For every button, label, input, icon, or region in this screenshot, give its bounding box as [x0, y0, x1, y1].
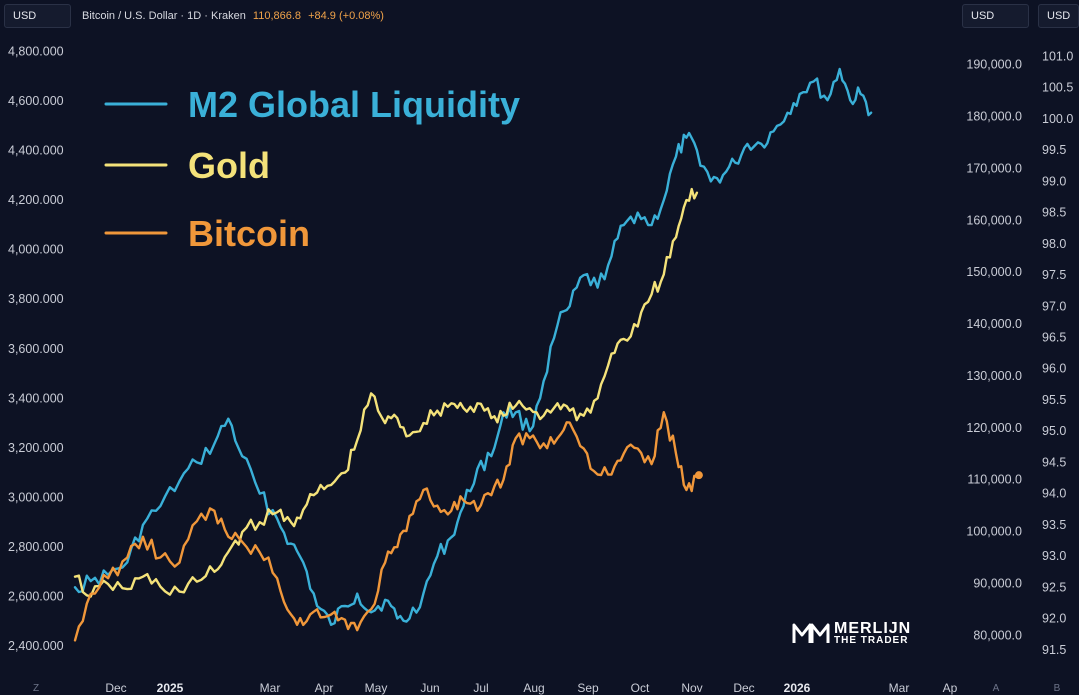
x-axis-tick: 2025	[157, 681, 184, 695]
merlijn-logo-icon	[792, 623, 830, 643]
right-axis-b-tick: 98.0	[1042, 237, 1066, 251]
legend-label: M2 Global Liquidity	[188, 84, 520, 125]
x-axis-tick: Mar	[889, 681, 910, 695]
right-axis-a-tick: 190,000.0	[966, 58, 1022, 72]
right-axis-b-tick: 99.5	[1042, 143, 1066, 157]
right-axis-a-tick: 120,000.0	[966, 421, 1022, 435]
left-axis-tick: 4,600.000	[8, 94, 64, 108]
x-axis-tick: Ap	[943, 681, 958, 695]
right-axis-b-tick: 94.5	[1042, 455, 1066, 469]
right-axis-b-tick: 98.5	[1042, 206, 1066, 220]
logo-line-2: THE TRADER	[834, 635, 909, 646]
right-axis-b-tick: 101.0	[1042, 49, 1073, 63]
x-axis-tick: 2026	[784, 681, 811, 695]
left-axis-tick: 2,800.000	[8, 540, 64, 554]
right-axis-b-tick: 96.0	[1042, 362, 1066, 376]
legend-label: Gold	[188, 145, 270, 186]
right-axis-a-tick: 80,000.0	[973, 628, 1022, 642]
left-axis-tick: 3,000.000	[8, 490, 64, 504]
right-axis-b-tick: 95.5	[1042, 393, 1066, 407]
right-axis-b-tick: 96.5	[1042, 331, 1066, 345]
x-axis-tick: Aug	[523, 681, 544, 695]
right-axis-b-tick: 93.5	[1042, 518, 1066, 532]
left-axis-tick: 4,000.000	[8, 243, 64, 257]
x-axis-tick: Apr	[315, 681, 334, 695]
symbol-title: Bitcoin / U.S. Dollar · 1D · Kraken	[82, 10, 246, 22]
right-axis-a-tick: 90,000.0	[973, 576, 1022, 590]
bitcoin-last-point-marker	[694, 471, 703, 480]
right-axis-b-tick: 92.0	[1042, 612, 1066, 626]
right-axis-b-tick: 97.5	[1042, 268, 1066, 282]
right-axis-b-tick: 95.0	[1042, 424, 1066, 438]
right-axis-b-tick: 100.0	[1042, 112, 1073, 126]
x-axis-tick: May	[365, 681, 388, 695]
left-axis-tick: 4,200.000	[8, 193, 64, 207]
right-axis-b-tick: 94.0	[1042, 487, 1066, 501]
left-axis-tick: 4,800.000	[8, 44, 64, 58]
left-currency-label[interactable]: USD	[4, 4, 71, 28]
corner-b-label: B	[1054, 683, 1061, 694]
series-line-gold	[73, 187, 699, 598]
x-axis-tick: Dec	[105, 681, 126, 695]
left-axis-tick: 3,800.000	[8, 292, 64, 306]
legend-label: Bitcoin	[188, 213, 310, 254]
x-axis-tick: Dec	[733, 681, 754, 695]
right-axis-a-tick: 160,000.0	[966, 213, 1022, 227]
series-line-bitcoin	[73, 411, 699, 642]
x-axis-tick: Jun	[420, 681, 439, 695]
left-axis-tick: 3,200.000	[8, 441, 64, 455]
left-axis-tick: 3,600.000	[8, 342, 64, 356]
x-axis-tick: Jul	[473, 681, 488, 695]
price-change: +84.9 (+0.08%)	[308, 10, 384, 22]
right-currency-label[interactable]: USD	[962, 4, 1029, 28]
right-axis-b-tick: 100.5	[1042, 81, 1073, 95]
corner-a-label: A	[993, 683, 1000, 694]
left-axis-tick: 2,400.000	[8, 639, 64, 653]
x-axis-tick: Nov	[681, 681, 702, 695]
right-axis-b-tick: 93.0	[1042, 549, 1066, 563]
logo-line-1: MERLIJN	[834, 620, 912, 637]
right-axis-b-tick: 97.0	[1042, 299, 1066, 313]
right-axis-a-tick: 170,000.0	[966, 161, 1022, 175]
left-axis-tick: 3,400.000	[8, 391, 64, 405]
corner-z-label: Z	[33, 683, 39, 694]
right-axis-b-tick: 91.5	[1042, 643, 1066, 657]
right-axis-a-tick: 180,000.0	[966, 110, 1022, 124]
right-axis-a-tick: 110,000.0	[967, 473, 1022, 487]
x-axis-tick: Oct	[631, 681, 650, 695]
right-axis-a-tick: 130,000.0	[966, 369, 1022, 383]
symbol-header: Bitcoin / U.S. Dollar · 1D · Kraken 110,…	[82, 10, 384, 22]
right-axis-b-tick: 92.5	[1042, 580, 1066, 594]
x-axis-tick: Sep	[577, 681, 599, 695]
right-axis-a-tick: 150,000.0	[966, 265, 1022, 279]
right-axis-a-tick: 140,000.0	[966, 317, 1022, 331]
left-axis-tick: 2,600.000	[8, 590, 64, 604]
right-scale-b-label[interactable]: USD	[1038, 4, 1079, 28]
left-axis-tick: 4,400.000	[8, 144, 64, 158]
right-axis-b-tick: 99.0	[1042, 174, 1066, 188]
merlijn-logo: MERLIJN THE TRADER	[792, 619, 910, 647]
right-axis-a-tick: 100,000.0	[966, 525, 1022, 539]
series-line-m2-global-liquidity	[73, 67, 873, 626]
last-price: 110,866.8	[252, 10, 302, 22]
x-axis-tick: Mar	[260, 681, 281, 695]
